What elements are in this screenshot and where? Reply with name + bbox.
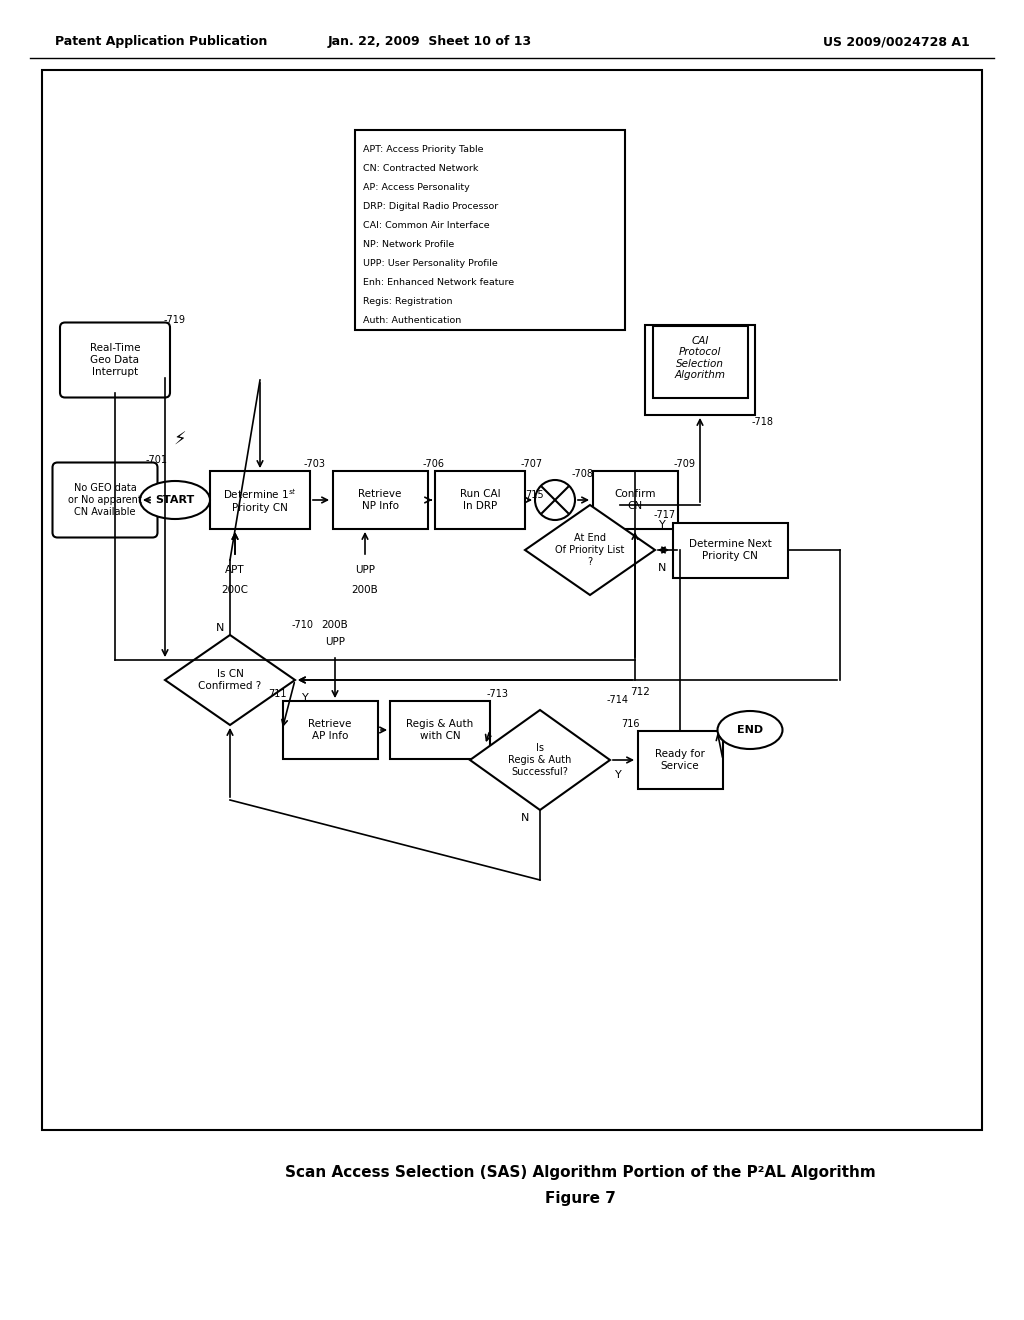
Text: START: START	[156, 495, 195, 506]
Text: 716: 716	[621, 719, 639, 729]
Text: AP: Access Personality: AP: Access Personality	[362, 183, 470, 191]
Text: 712: 712	[630, 686, 650, 697]
Text: -710: -710	[292, 620, 314, 630]
Text: Y: Y	[302, 693, 308, 704]
Text: Figure 7: Figure 7	[545, 1191, 615, 1205]
Text: -701: -701	[146, 455, 168, 465]
Bar	[593, 471, 678, 529]
Text: -703: -703	[304, 459, 326, 469]
Text: -709: -709	[674, 459, 696, 469]
Bar	[645, 325, 755, 414]
Bar	[42, 70, 982, 1130]
Text: CAI: Common Air Interface: CAI: Common Air Interface	[362, 220, 489, 230]
Text: Is
Regis & Auth
Successful?: Is Regis & Auth Successful?	[508, 743, 571, 776]
Bar	[652, 326, 748, 399]
Text: Y: Y	[658, 520, 666, 531]
Text: ⚡: ⚡	[174, 432, 186, 449]
Text: Determine Next
Priority CN: Determine Next Priority CN	[688, 539, 771, 561]
Text: N: N	[521, 813, 529, 822]
Text: US 2009/0024728 A1: US 2009/0024728 A1	[823, 36, 970, 49]
Circle shape	[535, 480, 575, 520]
Text: N: N	[657, 564, 667, 573]
Text: APT: Access Priority Table: APT: Access Priority Table	[362, 145, 483, 154]
Bar	[673, 523, 787, 578]
Text: Regis: Registration: Regis: Registration	[362, 297, 453, 306]
Text: END: END	[737, 725, 763, 735]
Text: 200B: 200B	[322, 620, 348, 630]
Text: Jan. 22, 2009  Sheet 10 of 13: Jan. 22, 2009 Sheet 10 of 13	[328, 36, 532, 49]
Text: APT: APT	[225, 565, 245, 576]
Bar	[435, 471, 525, 529]
Text: Run CAI
In DRP: Run CAI In DRP	[460, 490, 501, 511]
Text: -706: -706	[423, 459, 445, 469]
Text: Ready for
Service: Ready for Service	[655, 750, 705, 771]
Text: 200B: 200B	[351, 585, 379, 595]
Text: 711: 711	[267, 689, 287, 700]
Text: Scan Access Selection (SAS) Algorithm Portion of the P²AL Algorithm: Scan Access Selection (SAS) Algorithm Po…	[285, 1164, 876, 1180]
Text: -718: -718	[752, 417, 774, 426]
Ellipse shape	[718, 711, 782, 748]
FancyBboxPatch shape	[52, 462, 158, 537]
Text: CAI
Protocol
Selection
Algorithm: CAI Protocol Selection Algorithm	[675, 335, 725, 380]
Bar	[638, 731, 723, 789]
Text: Enh: Enhanced Network feature: Enh: Enhanced Network feature	[362, 279, 514, 286]
Polygon shape	[525, 506, 655, 595]
Text: N: N	[216, 623, 224, 634]
FancyBboxPatch shape	[60, 322, 170, 397]
Text: Determine 1$^{st}$
Priority CN: Determine 1$^{st}$ Priority CN	[223, 487, 297, 512]
Text: Auth: Authentication: Auth: Authentication	[362, 315, 461, 325]
Text: Patent Application Publication: Patent Application Publication	[55, 36, 267, 49]
Text: -707: -707	[521, 459, 543, 469]
Text: 715: 715	[525, 490, 545, 500]
Text: NP: Network Profile: NP: Network Profile	[362, 240, 455, 249]
Text: No GEO data
or No apparent
CN Available: No GEO data or No apparent CN Available	[69, 483, 142, 516]
Text: Confirm
CN: Confirm CN	[614, 490, 655, 511]
Text: Retrieve
AP Info: Retrieve AP Info	[308, 719, 351, 741]
Text: -708: -708	[572, 469, 594, 479]
Bar	[333, 471, 427, 529]
Text: Y: Y	[614, 770, 622, 780]
Ellipse shape	[140, 480, 210, 519]
Text: DRP: Digital Radio Processor: DRP: Digital Radio Processor	[362, 202, 499, 211]
Text: Real-Time
Geo Data
Interrupt: Real-Time Geo Data Interrupt	[90, 343, 140, 376]
Polygon shape	[165, 635, 295, 725]
Polygon shape	[470, 710, 610, 810]
Bar	[283, 701, 378, 759]
Bar	[355, 129, 625, 330]
Text: UPP: UPP	[355, 565, 375, 576]
Text: Is CN
Confirmed ?: Is CN Confirmed ?	[199, 669, 261, 690]
Text: -717: -717	[654, 510, 676, 520]
Bar	[390, 701, 490, 759]
Text: -714: -714	[607, 696, 629, 705]
Text: At End
Of Priority List
?: At End Of Priority List ?	[555, 533, 625, 566]
Text: UPP: UPP	[325, 638, 345, 647]
Text: CN: Contracted Network: CN: Contracted Network	[362, 164, 478, 173]
Text: Regis & Auth
with CN: Regis & Auth with CN	[407, 719, 474, 741]
Bar	[210, 471, 310, 529]
Text: -713: -713	[487, 689, 509, 700]
Text: -719: -719	[164, 315, 186, 325]
Text: 200C: 200C	[221, 585, 249, 595]
Text: UPP: User Personality Profile: UPP: User Personality Profile	[362, 259, 498, 268]
Text: Retrieve
NP Info: Retrieve NP Info	[358, 490, 401, 511]
